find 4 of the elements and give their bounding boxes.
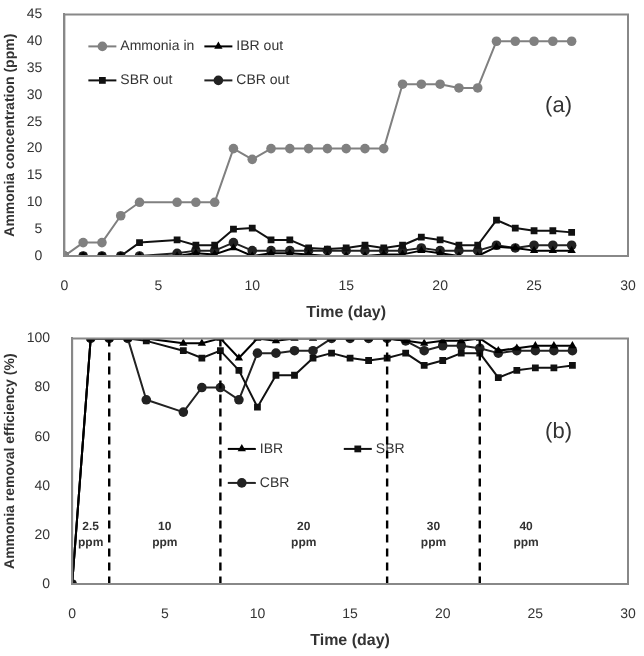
annotation: (a) xyxy=(545,94,572,119)
annotation: (b) xyxy=(545,419,572,444)
x-axis-title: Time (day) xyxy=(310,630,391,649)
x-axis-title: Time (day) xyxy=(306,302,387,321)
